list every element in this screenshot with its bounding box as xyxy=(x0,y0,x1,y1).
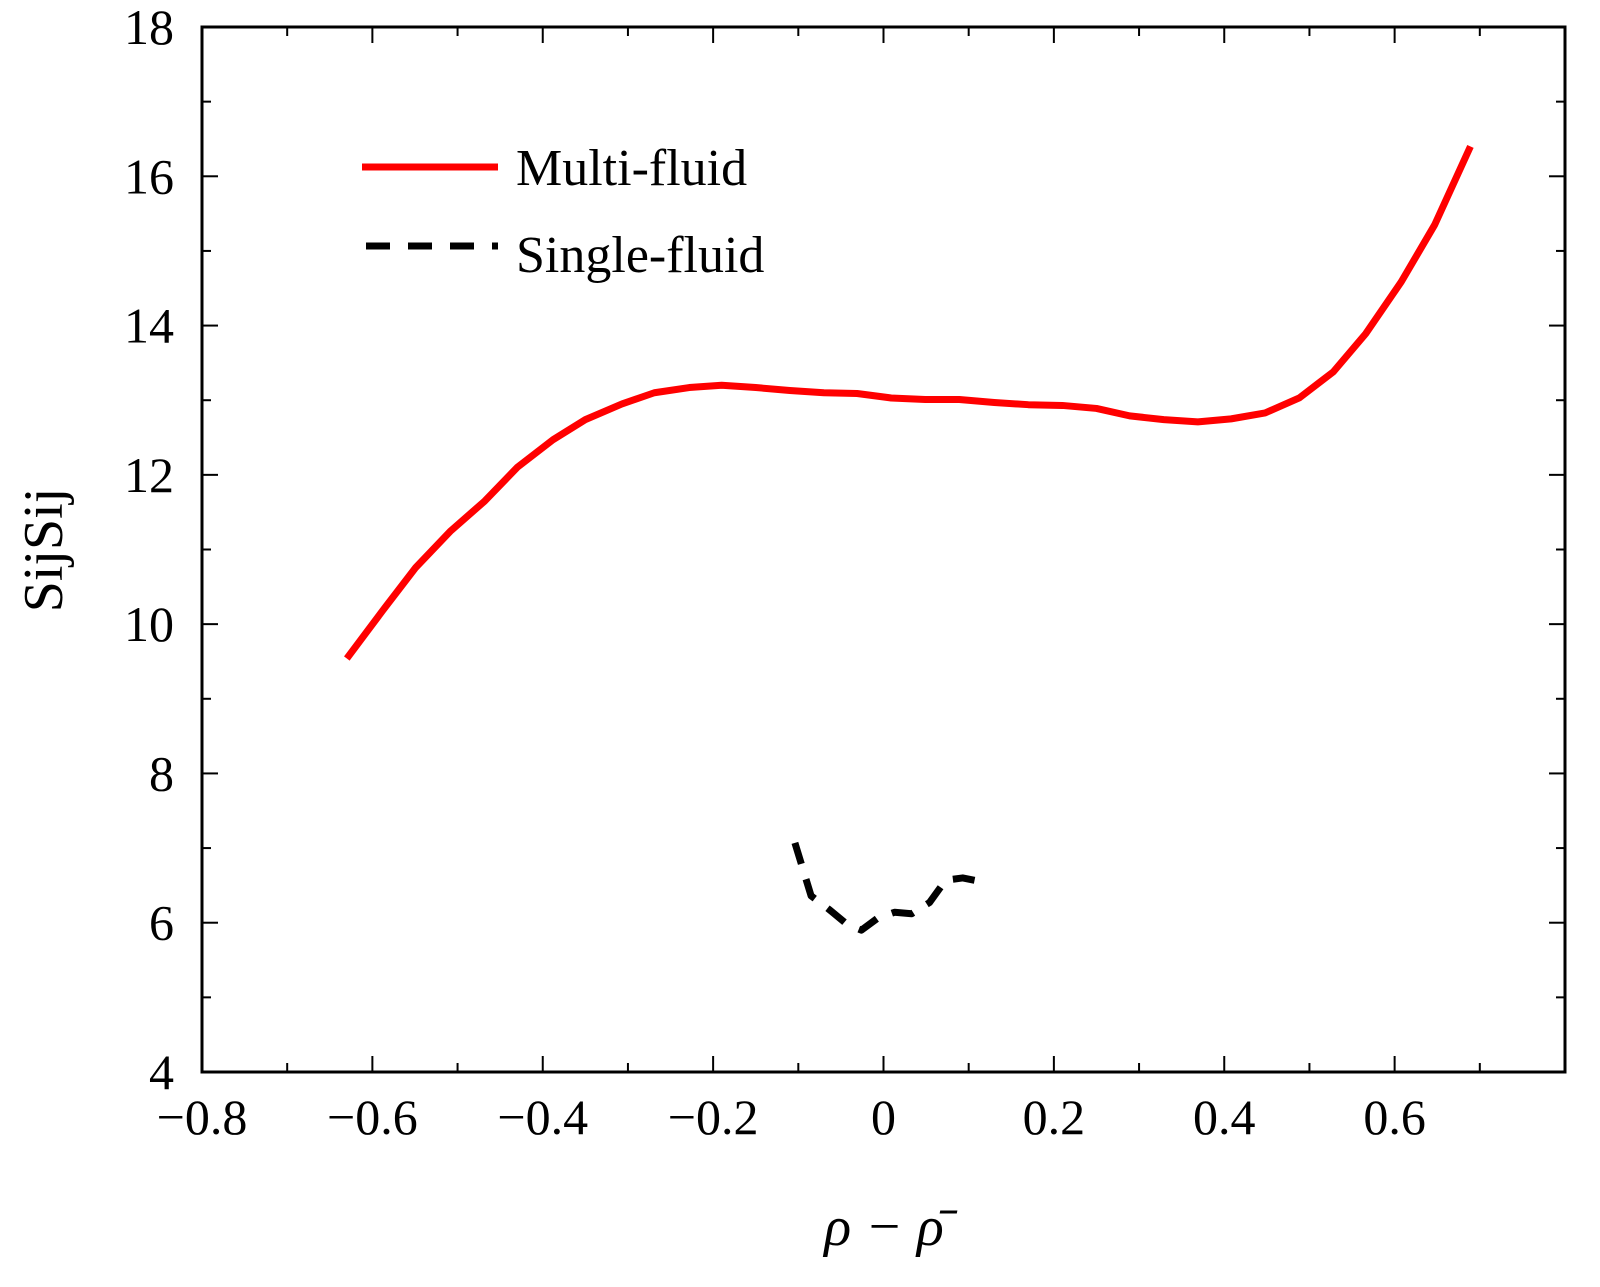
y-tick-label: 8 xyxy=(149,745,174,801)
ticks xyxy=(201,26,1566,1073)
x-tick-label: 0.6 xyxy=(1363,1089,1426,1145)
y-tick-label: 10 xyxy=(124,596,174,652)
y-axis-label: SijSij xyxy=(13,488,75,613)
legend-label-multi-fluid: Multi-fluid xyxy=(516,140,747,197)
y-tick-label: 6 xyxy=(149,895,174,951)
series-line-multi-fluid xyxy=(344,144,1474,661)
plot-frame xyxy=(200,25,1567,1074)
series-line-single-fluid xyxy=(791,841,983,934)
x-tick-label: −0.2 xyxy=(668,1089,759,1145)
y-tick-label: 16 xyxy=(124,148,174,204)
x-tick-label: −0.6 xyxy=(327,1089,418,1145)
x-tick-label: −0.8 xyxy=(157,1089,248,1145)
y-tick-labels: 4 6 8 10 12 14 16 18 xyxy=(124,0,174,1100)
series-group xyxy=(344,144,1474,934)
y-tick-label: 14 xyxy=(124,298,174,354)
y-tick-label: 4 xyxy=(149,1044,174,1100)
x-tick-label: 0.2 xyxy=(1023,1089,1086,1145)
legend: Multi-fluid Single-fluid xyxy=(362,140,764,284)
x-tick-label: 0 xyxy=(871,1089,896,1145)
y-tick-label: 12 xyxy=(124,447,174,503)
x-tick-label: 0.4 xyxy=(1193,1089,1256,1145)
x-tick-labels: −0.8 −0.6 −0.4 −0.2 0 0.2 0.4 0.6 xyxy=(157,1089,1426,1145)
y-tick-label: 18 xyxy=(124,0,174,55)
x-tick-label: −0.4 xyxy=(497,1089,588,1145)
legend-label-single-fluid: Single-fluid xyxy=(516,227,764,284)
x-axis-label: ρ − ρ̄ xyxy=(822,1196,958,1258)
